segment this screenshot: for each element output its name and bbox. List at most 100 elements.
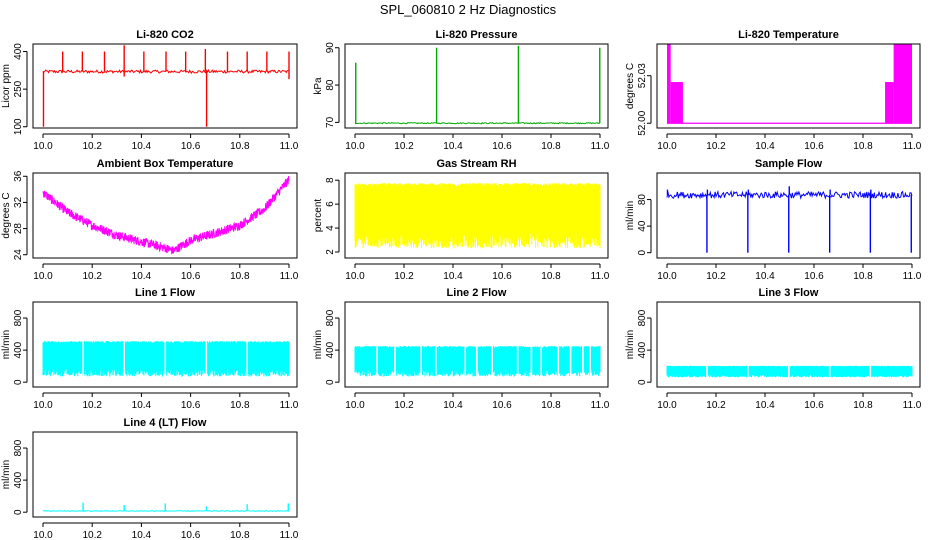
x-tick-label: 10.0 — [345, 141, 365, 152]
x-tick-label: 10.0 — [657, 271, 677, 282]
panel-4: Ambient Box Temperature degrees C 10.0 10.2… — [1, 158, 299, 282]
plot-frame — [32, 43, 298, 129]
y-tick-label: 36 — [13, 170, 24, 182]
x-tick-label: 10.4 — [132, 400, 152, 411]
x-tick-label: 10.8 — [541, 271, 561, 282]
y-tick-label: 100 — [13, 118, 24, 135]
y-axis-label: Licor ppm — [1, 64, 12, 108]
panel-7: Line 1 Flow ml/min 10.0 10.2 10.4 10.6 10.8 11.… — [1, 287, 299, 411]
chart-title: Li-820 CO2 — [136, 29, 193, 41]
x-tick-label: 10.6 — [492, 141, 512, 152]
y-tick-label: 400 — [325, 341, 336, 358]
x-tick-label: 10.8 — [541, 400, 561, 411]
y-tick-label: 8 — [325, 177, 336, 183]
series-band — [354, 183, 601, 249]
x-tick-label: 10.0 — [33, 271, 53, 282]
panel-9: Line 3 Flow ml/min 10.0 10.2 10.4 10.6 10.8 11.… — [625, 287, 922, 411]
y-axis-label: kPa — [313, 77, 324, 95]
plot-frame — [344, 172, 609, 259]
chart-title: Line 1 Flow — [135, 287, 195, 299]
y-tick-label: 6 — [325, 201, 336, 207]
x-tick-label: 11.0 — [280, 271, 299, 282]
chart-title: Line 2 Flow — [447, 287, 507, 299]
plot-frame — [344, 301, 609, 388]
y-tick-label: 800 — [325, 309, 336, 326]
x-tick-label: 10.4 — [132, 271, 152, 282]
x-tick-label: 11.0 — [903, 141, 922, 152]
chart-title: Gas Stream RH — [436, 158, 516, 170]
y-tick-label: 80 — [637, 194, 648, 206]
x-tick-label: 10.0 — [345, 271, 365, 282]
chart-title: Li-820 Pressure — [436, 29, 518, 41]
y-tick-label: 24 — [13, 249, 24, 261]
y-tick-label: 52.03 — [637, 63, 648, 88]
panel-1: Li-820 CO2 Licor ppm 10.0 10.2 10.4 10.6 10.8 1… — [1, 29, 299, 152]
x-tick-label: 10.2 — [706, 400, 726, 411]
chart-title: Li-820 Temperature — [738, 29, 839, 41]
x-tick-label: 10.2 — [394, 271, 414, 282]
plot-frame — [32, 431, 298, 518]
panel-6: Sample Flow ml/min 10.0 10.2 10.4 10.6 10.8 11.… — [625, 158, 922, 282]
x-tick-label: 11.0 — [280, 141, 299, 152]
y-axis-label: percent — [313, 199, 324, 233]
x-tick-label: 10.6 — [804, 271, 824, 282]
x-tick-label: 10.6 — [492, 400, 512, 411]
x-tick-label: 11.0 — [591, 400, 610, 411]
plot-frame — [344, 43, 609, 129]
x-tick-label: 10.8 — [853, 141, 873, 152]
chart-title: Line 4 (LT) Flow — [124, 417, 207, 429]
x-tick-label: 10.4 — [755, 271, 775, 282]
x-tick-label: 10.6 — [492, 271, 512, 282]
y-tick-label: 250 — [13, 80, 24, 97]
temperature-block-4 — [893, 44, 912, 124]
y-tick-label: 400 — [637, 341, 648, 358]
x-tick-label: 11.0 — [591, 141, 610, 152]
y-axis-label: ml/min — [625, 201, 636, 230]
x-tick-label: 10.4 — [443, 141, 463, 152]
plot-frame — [32, 301, 298, 388]
x-tick-label: 10.8 — [230, 271, 250, 282]
x-tick-label: 10.4 — [443, 400, 463, 411]
x-tick-label: 11.0 — [591, 271, 610, 282]
x-tick-label: 10.0 — [657, 141, 677, 152]
y-tick-label: 800 — [13, 309, 24, 326]
x-tick-label: 10.8 — [230, 400, 250, 411]
temperature-block-3 — [885, 82, 894, 124]
x-tick-label: 10.2 — [82, 530, 102, 540]
y-tick-label: 0 — [13, 509, 24, 515]
figure-title: SPL_060810 2 Hz Diagnostics — [380, 2, 557, 17]
y-tick-label: 70 — [325, 116, 336, 128]
y-axis-label: ml/min — [625, 330, 636, 359]
plot-frame — [656, 301, 921, 388]
x-tick-label: 10.4 — [755, 141, 775, 152]
y-tick-label: 400 — [13, 341, 24, 358]
panel-8: Line 2 Flow ml/min 10.0 10.2 10.4 10.6 10.8 11.… — [313, 287, 610, 411]
x-tick-label: 10.2 — [394, 141, 414, 152]
x-tick-label: 10.2 — [82, 400, 102, 411]
x-tick-label: 10.6 — [181, 271, 201, 282]
x-tick-label: 10.0 — [33, 141, 53, 152]
y-tick-label: 400 — [13, 471, 24, 488]
x-tick-label: 10.6 — [181, 530, 201, 540]
x-tick-label: 10.6 — [181, 141, 201, 152]
y-tick-label: 32 — [13, 196, 24, 208]
temperature-block-1 — [667, 44, 671, 124]
y-tick-label: 80 — [325, 79, 336, 91]
x-tick-label: 10.4 — [132, 141, 152, 152]
chart-title: Ambient Box Temperature — [97, 158, 234, 170]
y-tick-label: 0 — [13, 379, 24, 385]
x-tick-label: 10.8 — [230, 530, 250, 540]
x-tick-label: 10.6 — [804, 141, 824, 152]
x-tick-label: 10.6 — [804, 400, 824, 411]
x-tick-label: 10.2 — [82, 141, 102, 152]
x-tick-label: 10.2 — [706, 271, 726, 282]
panel-10: Line 4 (LT) Flow ml/min 10.0 10.2 10.4 10.6 10… — [1, 417, 299, 540]
y-tick-label: 400 — [13, 43, 24, 60]
x-tick-label: 10.0 — [33, 530, 53, 540]
y-tick-label: 90 — [325, 42, 336, 54]
x-tick-label: 10.4 — [755, 400, 775, 411]
y-axis-label: ml/min — [1, 330, 12, 359]
x-tick-label: 10.0 — [33, 400, 53, 411]
x-tick-label: 10.4 — [443, 271, 463, 282]
